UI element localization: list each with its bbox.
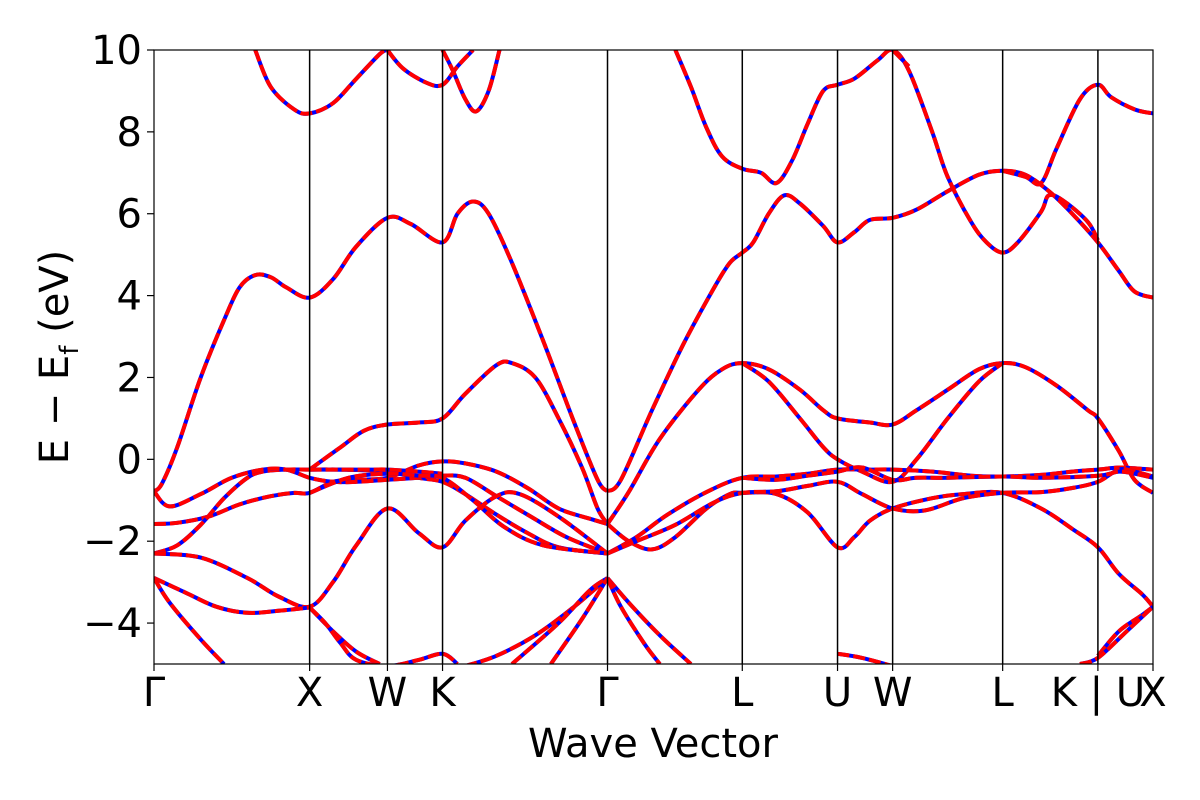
x-axis-title: Wave Vector bbox=[528, 721, 779, 767]
plot-frame bbox=[153, 49, 1154, 665]
y-tick-label: 6 bbox=[117, 192, 142, 238]
x-tick-label: W bbox=[368, 670, 408, 716]
x-tick-label: K bbox=[429, 670, 457, 716]
band-line-overlay bbox=[837, 651, 893, 664]
band-line-overlay bbox=[1002, 82, 1153, 187]
band-line-overlay bbox=[154, 576, 226, 664]
band-line-overlay bbox=[742, 465, 1153, 483]
y-tick-label: −2 bbox=[83, 519, 142, 565]
x-tick-label: L bbox=[731, 670, 754, 716]
x-tick-label: Γ bbox=[596, 670, 619, 716]
band-line-overlay bbox=[253, 50, 389, 116]
y-tick-label: 2 bbox=[117, 355, 142, 401]
band-line-overlay bbox=[605, 361, 1153, 526]
x-tick-label: K | U bbox=[1051, 670, 1145, 716]
y-axis-title-unit: (eV) bbox=[32, 250, 78, 346]
band-line-overlay bbox=[606, 168, 1153, 494]
band-line-overlay bbox=[510, 576, 609, 664]
x-tick-label: Γ bbox=[143, 670, 166, 716]
high-symmetry-lines bbox=[308, 50, 1099, 664]
y-tick-label: 8 bbox=[117, 110, 142, 156]
y-axis-title-main: E − E bbox=[32, 355, 78, 465]
y-tick-label: 10 bbox=[91, 28, 142, 74]
band-line-overlay bbox=[154, 466, 609, 556]
y-tick-label: 0 bbox=[117, 437, 142, 483]
band-line-overlay bbox=[385, 50, 475, 89]
band-line-overlay bbox=[549, 576, 610, 664]
band-line-overlay bbox=[154, 576, 310, 615]
y-tick-label: −4 bbox=[83, 601, 142, 647]
band-line-overlay bbox=[1079, 605, 1153, 664]
band-line-overlay bbox=[308, 359, 610, 526]
band-line-overlay bbox=[673, 50, 1100, 255]
y-axis-title-subscript: f bbox=[55, 345, 85, 355]
y-axis-title: E − Ef (eV) bbox=[32, 250, 85, 465]
x-tick-label: W bbox=[873, 670, 913, 716]
band-line-overlay bbox=[309, 467, 443, 476]
band-line-overlay bbox=[605, 577, 662, 664]
band-line-overlay bbox=[605, 576, 693, 664]
band-line-overlay bbox=[308, 606, 381, 664]
band-line-overlay bbox=[440, 50, 502, 114]
band-line-overlay bbox=[741, 361, 1004, 485]
band-line-overlay bbox=[308, 606, 459, 664]
x-tick-label: L bbox=[992, 670, 1015, 716]
x-tick-label: X bbox=[1139, 670, 1166, 716]
band-line-overlay bbox=[154, 199, 610, 493]
y-axis-ticks: −4 −2 0 2 4 6 8 10 bbox=[83, 28, 154, 647]
band-line-overlay bbox=[606, 489, 1153, 609]
y-tick-label: 4 bbox=[117, 274, 142, 320]
band-line-overlay bbox=[891, 50, 911, 68]
x-tick-label: U bbox=[823, 670, 852, 716]
x-tick-label: X bbox=[296, 670, 323, 716]
